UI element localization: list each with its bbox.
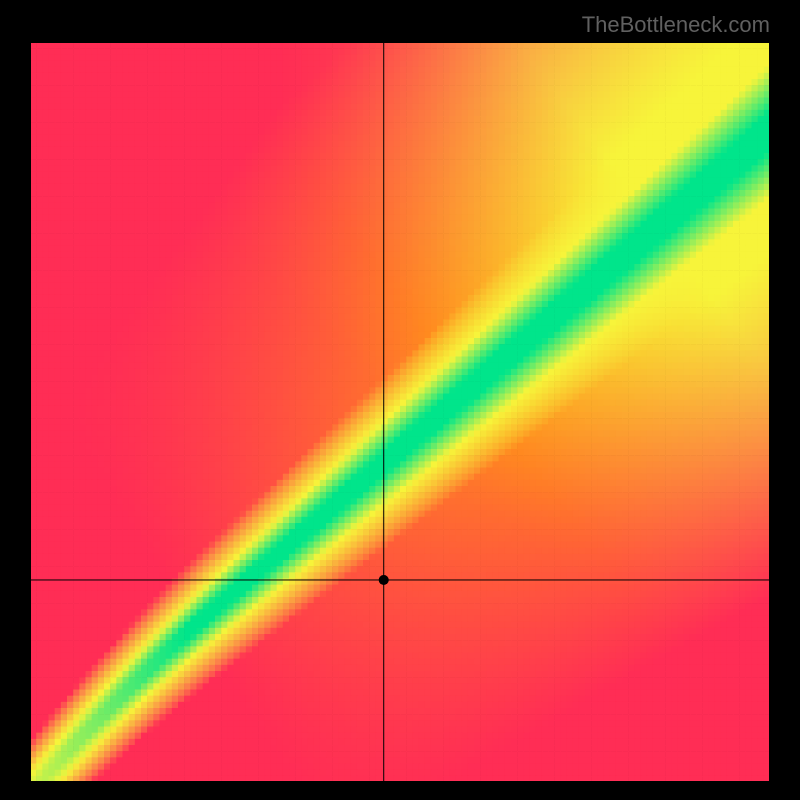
bottleneck-heatmap <box>0 0 800 800</box>
chart-container: TheBottleneck.com <box>0 0 800 800</box>
watermark-text: TheBottleneck.com <box>582 12 770 38</box>
